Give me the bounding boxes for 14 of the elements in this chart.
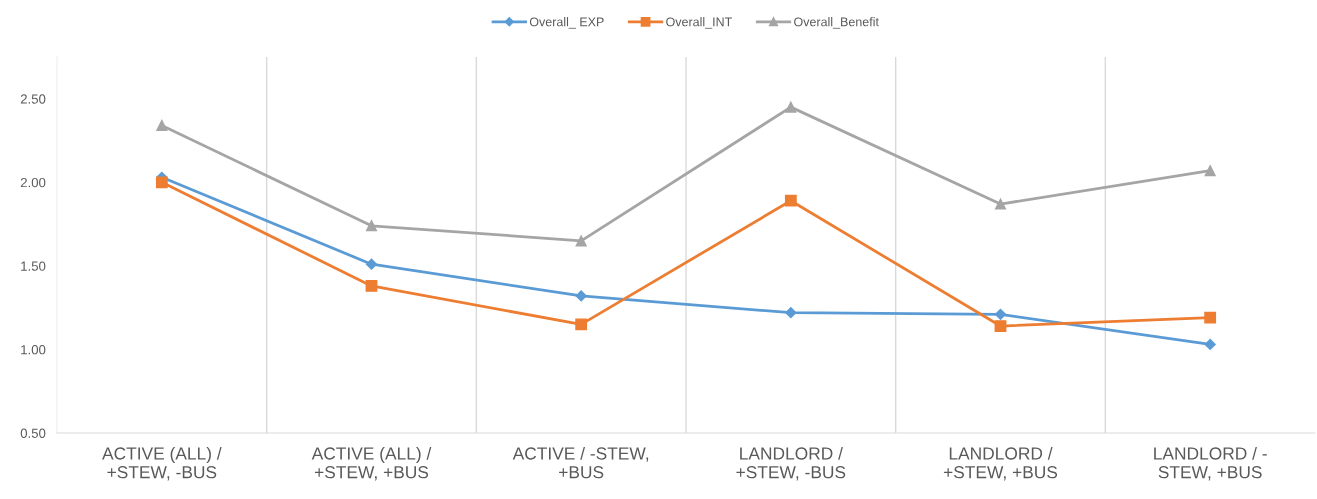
y-tick-label: 1.00	[21, 345, 46, 355]
x-tick-label: ACTIVE (ALL) / +STEW, -BUS	[102, 446, 222, 481]
y-tick-label: 2.00	[20, 177, 46, 188]
legend-label: Overall_Benefit	[794, 17, 879, 29]
y-tick-label: 0.50	[20, 428, 46, 438]
y-tick-label: 2.50	[20, 94, 46, 104]
y-tick-label: 1.50	[21, 261, 46, 271]
legend-label: Overall_INT	[666, 17, 732, 29]
x-tick-label: ACTIVE / -STEW, +BUS	[512, 446, 649, 479]
x-tick-label: ACTIVE (ALL) / +STEW, +BUS	[311, 446, 432, 481]
x-tick-label: LANDLORD / - STEW, +BUS	[1154, 446, 1267, 481]
legend-label: Overall_ EXP	[529, 17, 604, 29]
x-tick-label: LANDLORD / +STEW, -BUS	[736, 446, 846, 481]
x-tick-label: LANDLORD / +STEW, +BUS	[943, 446, 1058, 481]
